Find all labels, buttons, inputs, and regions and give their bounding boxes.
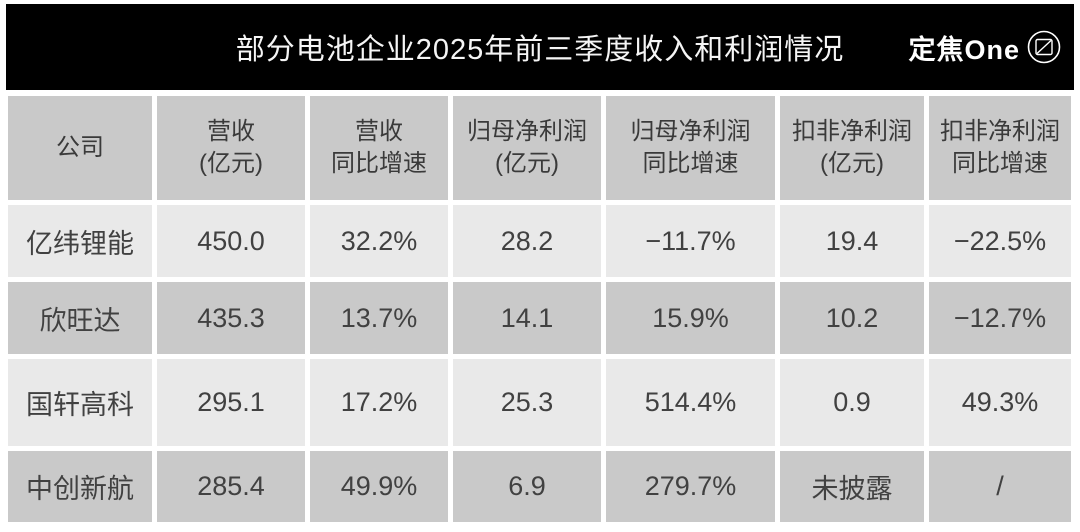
net-profit-growth-cell: −11.7% <box>606 205 775 277</box>
revenue-cell: 435.3 <box>157 282 305 354</box>
revenue-growth-cell: 13.7% <box>310 282 448 354</box>
company-cell: 国轩高科 <box>8 359 152 446</box>
net-profit-growth-cell: 279.7% <box>606 451 775 522</box>
table-row-yiwei: 亿纬锂能 450.0 32.2% 28.2 −11.7% 19.4 −22.5% <box>8 205 1071 277</box>
brand-logo-icon <box>1027 30 1061 64</box>
battery-companies-table: 公司 营收 (亿元) 营收 同比增速 归母净利润 (亿元) 归母净利润 同比增速… <box>3 91 1076 527</box>
table-row-guoxuan: 国轩高科 295.1 17.2% 25.3 514.4% 0.9 49.3% <box>8 359 1071 446</box>
revenue-cell: 285.4 <box>157 451 305 522</box>
revenue-growth-cell: 49.9% <box>310 451 448 522</box>
revenue-cell: 450.0 <box>157 205 305 277</box>
company-cell: 亿纬锂能 <box>8 205 152 277</box>
brand-name: 定焦One <box>908 34 1020 65</box>
page-title: 部分电池企业2025年前三季度收入和利润情况 <box>235 34 845 66</box>
net-profit-cell: 25.3 <box>453 359 601 446</box>
column-header-revenue-growth: 营收 同比增速 <box>310 96 448 200</box>
deducted-profit-cell: 10.2 <box>780 282 924 354</box>
deducted-profit-growth-cell: −22.5% <box>929 205 1071 277</box>
deducted-profit-growth-cell: / <box>929 451 1071 522</box>
deducted-profit-cell: 未披露 <box>780 451 924 522</box>
column-header-revenue: 营收 (亿元) <box>157 96 305 200</box>
deducted-profit-growth-cell: −12.7% <box>929 282 1071 354</box>
net-profit-cell: 14.1 <box>453 282 601 354</box>
column-header-deducted-profit-growth: 扣非净利润 同比增速 <box>929 96 1071 200</box>
deducted-profit-cell: 19.4 <box>780 205 924 277</box>
table-header-row: 公司 营收 (亿元) 营收 同比增速 归母净利润 (亿元) 归母净利润 同比增速… <box>8 96 1071 200</box>
table-row-zhongchuangxinhang: 中创新航 285.4 49.9% 6.9 279.7% 未披露 / <box>8 451 1071 522</box>
net-profit-growth-cell: 514.4% <box>606 359 775 446</box>
net-profit-growth-cell: 15.9% <box>606 282 775 354</box>
banner: 部分电池企业2025年前三季度收入和利润情况 定焦One <box>6 4 1074 90</box>
revenue-growth-cell: 32.2% <box>310 205 448 277</box>
company-cell: 欣旺达 <box>8 282 152 354</box>
net-profit-cell: 6.9 <box>453 451 601 522</box>
revenue-cell: 295.1 <box>157 359 305 446</box>
revenue-growth-cell: 17.2% <box>310 359 448 446</box>
brand: 定焦One <box>908 4 1062 90</box>
table-row-xinwangda: 欣旺达 435.3 13.7% 14.1 15.9% 10.2 −12.7% <box>8 282 1071 354</box>
deducted-profit-growth-cell: 49.3% <box>929 359 1071 446</box>
column-header-net-profit: 归母净利润 (亿元) <box>453 96 601 200</box>
company-cell: 中创新航 <box>8 451 152 522</box>
deducted-profit-cell: 0.9 <box>780 359 924 446</box>
net-profit-cell: 28.2 <box>453 205 601 277</box>
column-header-company: 公司 <box>8 96 152 200</box>
column-header-deducted-profit: 扣非净利润 (亿元) <box>780 96 924 200</box>
column-header-net-profit-growth: 归母净利润 同比增速 <box>606 96 775 200</box>
